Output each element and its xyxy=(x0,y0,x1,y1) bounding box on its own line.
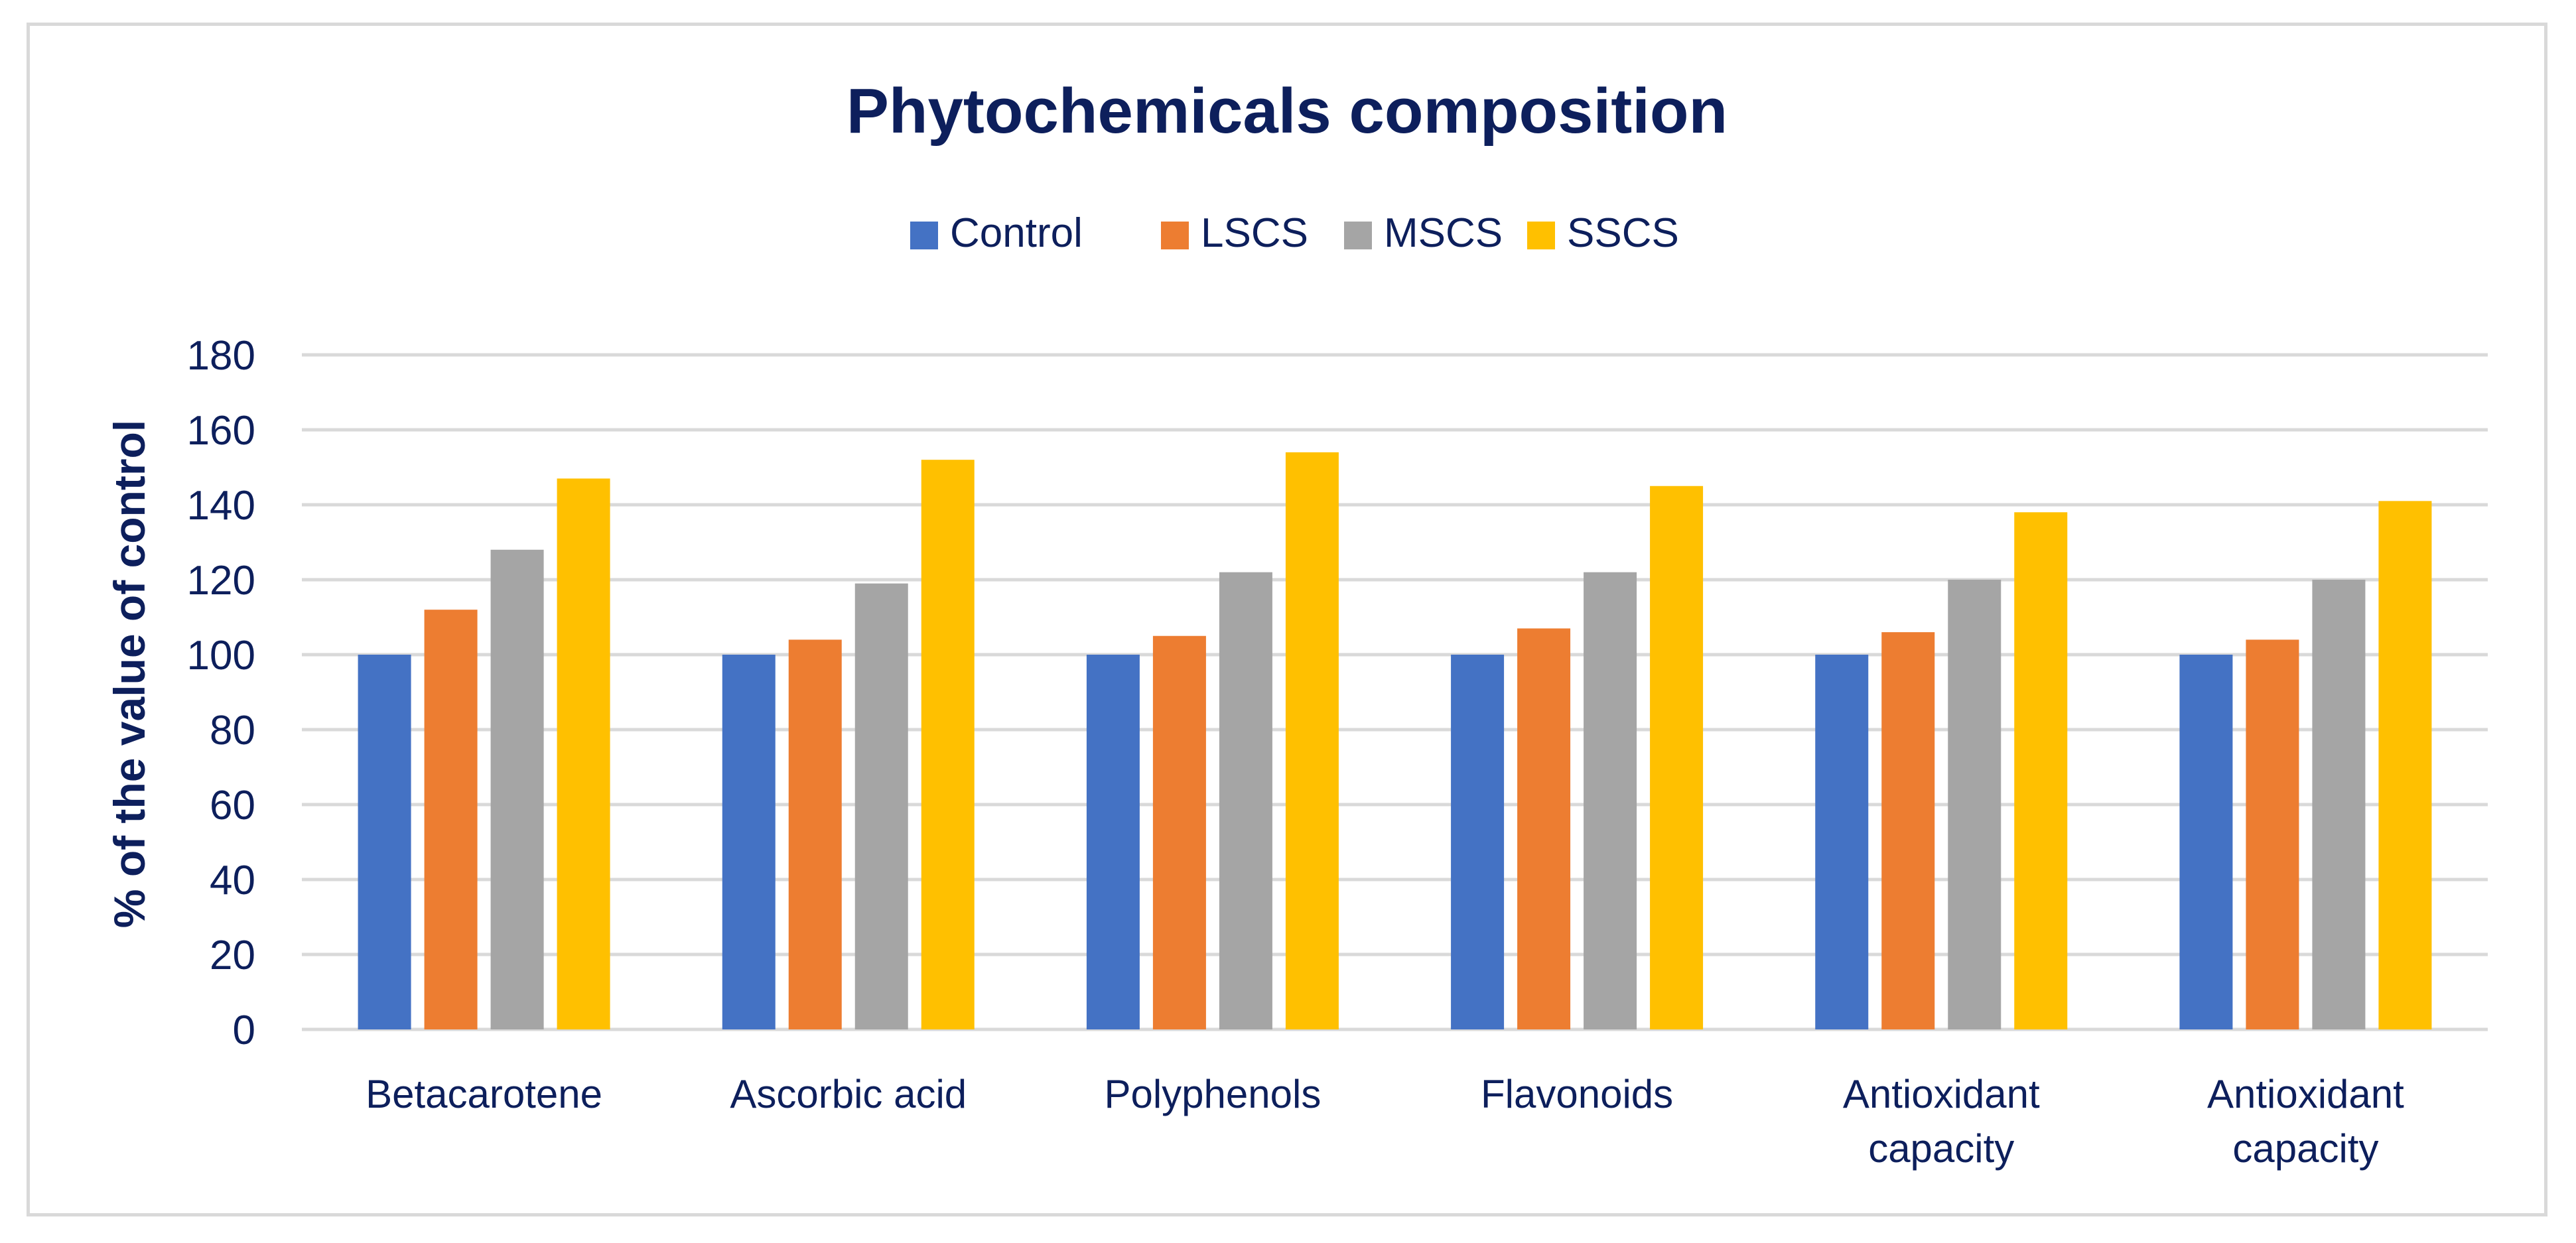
y-tick-label: 80 xyxy=(210,708,255,753)
bar-lscs xyxy=(1881,632,1935,1029)
bar-control xyxy=(358,655,411,1029)
bar-lscs xyxy=(2246,639,2299,1029)
bar-sscs xyxy=(2014,512,2068,1029)
legend-label: Control xyxy=(950,210,1083,256)
y-tick-label: 180 xyxy=(187,333,255,379)
legend: Control LSCS MSCS SSCS xyxy=(910,210,1679,256)
bar-mscs xyxy=(1584,572,1637,1029)
y-tick-label: 0 xyxy=(233,1008,255,1053)
bar-mscs xyxy=(1219,572,1272,1029)
legend-item-mscs: MSCS xyxy=(1344,210,1503,256)
legend-label: SSCS xyxy=(1567,210,1679,256)
legend-swatch xyxy=(1161,222,1189,249)
bar-sscs xyxy=(1285,452,1339,1029)
x-tick-label: Betacarotene xyxy=(366,1072,602,1116)
legend-swatch xyxy=(1527,222,1555,249)
bar-mscs xyxy=(854,583,908,1029)
bar-sscs xyxy=(921,460,975,1029)
bar-lscs xyxy=(788,639,842,1029)
x-tick-label: Antioxidant capacity xyxy=(1843,1072,2040,1171)
legend-swatch xyxy=(910,222,938,249)
bar-control xyxy=(2179,655,2233,1029)
bar-lscs xyxy=(1152,635,1206,1029)
bar-control xyxy=(1815,655,1869,1029)
chart-frame xyxy=(27,23,2547,1216)
y-tick-label: 60 xyxy=(210,783,255,828)
bar-mscs xyxy=(1948,580,2001,1029)
y-tick-label: 120 xyxy=(187,558,255,604)
legend-item-lscs: LSCS xyxy=(1161,210,1308,256)
bar-control xyxy=(722,655,776,1029)
legend-item-control: Control xyxy=(910,210,1083,256)
x-tick-label: Flavonoids xyxy=(1481,1072,1673,1116)
x-axis-ticks: Betacarotene Ascorbic acid Polyphenols Flav… xyxy=(366,1072,2404,1171)
legend-label: LSCS xyxy=(1201,210,1308,256)
x-tick-label: Ascorbic acid xyxy=(730,1072,967,1116)
legend-item-sscs: SSCS xyxy=(1527,210,1679,256)
bar-control xyxy=(1451,655,1505,1029)
bar-lscs xyxy=(1517,628,1571,1029)
bar-lscs xyxy=(424,610,478,1029)
y-tick-label: 140 xyxy=(187,483,255,529)
y-axis-label: % of the value of control xyxy=(105,420,154,928)
y-tick-label: 100 xyxy=(187,633,255,679)
y-tick-label: 160 xyxy=(187,408,255,454)
gridlines xyxy=(302,353,2488,1031)
y-axis-ticks: 0 20 40 60 80 100 120 140 160 180 xyxy=(187,333,255,1053)
bar-sscs xyxy=(1650,486,1704,1029)
x-tick-label: Polyphenols xyxy=(1104,1072,1321,1116)
x-tick-label: Antioxidant capacity xyxy=(2207,1072,2404,1171)
bar-sscs xyxy=(2378,501,2432,1029)
bars xyxy=(358,452,2432,1029)
legend-label: MSCS xyxy=(1384,210,1503,256)
legend-swatch xyxy=(1344,222,1372,249)
bar-sscs xyxy=(557,478,610,1029)
bar-mscs xyxy=(490,549,544,1029)
y-tick-label: 20 xyxy=(210,933,255,978)
chart-title: Phytochemicals composition xyxy=(847,76,1728,147)
y-tick-label: 40 xyxy=(210,858,255,903)
bar-control xyxy=(1086,655,1140,1029)
bar-mscs xyxy=(2312,580,2366,1029)
